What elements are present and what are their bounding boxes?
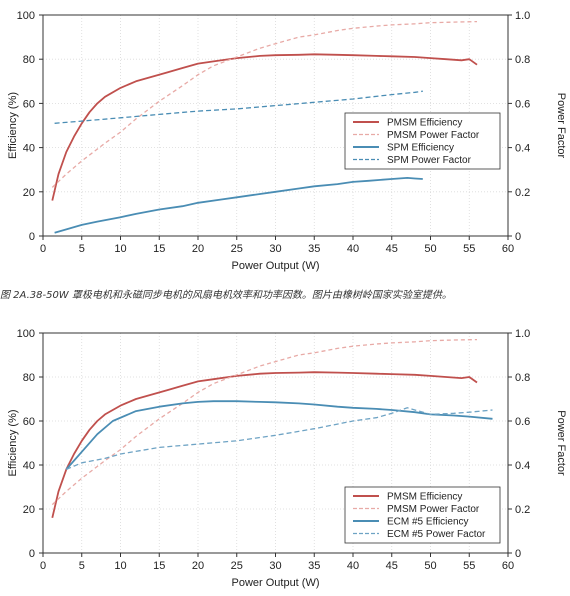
series-line-pmsm-efficiency xyxy=(51,53,478,201)
y-right-axis-label: Power Factor xyxy=(555,93,567,159)
y-tick-label: 60 xyxy=(23,416,35,428)
y-right-tick-label: 1.0 xyxy=(515,328,530,340)
x-tick-label: 0 xyxy=(40,560,46,572)
legend-label-pmsm-power-factor: PMSM Power Factor xyxy=(387,504,480,515)
y-axis-label: Efficiency (%) xyxy=(7,92,19,159)
x-tick-label: 60 xyxy=(502,560,514,572)
x-tick-label: 20 xyxy=(192,243,204,255)
y-right-tick-label: 0.4 xyxy=(515,143,530,155)
x-tick-label: 60 xyxy=(502,243,514,255)
x-tick-label: 5 xyxy=(79,243,85,255)
y-tick-label: 80 xyxy=(23,372,35,384)
x-tick-label: 10 xyxy=(114,243,126,255)
x-tick-label: 35 xyxy=(308,243,320,255)
x-tick-label: 45 xyxy=(386,243,398,255)
y-right-tick-label: 0 xyxy=(515,548,521,560)
y-tick-label: 20 xyxy=(23,187,35,199)
y-tick-label: 100 xyxy=(17,328,35,340)
series-line-pmsm-power-factor xyxy=(51,338,478,506)
y-right-axis-label: Power Factor xyxy=(555,410,567,476)
x-tick-label: 0 xyxy=(40,243,46,255)
series-line-spm-efficiency xyxy=(54,176,423,234)
legend-label-spm-efficiency: SPM Efficiency xyxy=(387,143,454,154)
x-tick-label: 30 xyxy=(269,560,281,572)
x-tick-label: 55 xyxy=(463,243,475,255)
y-right-tick-label: 0.6 xyxy=(515,416,530,428)
x-axis-label: Power Output (W) xyxy=(231,577,319,589)
x-tick-label: 50 xyxy=(424,560,436,572)
legend-label-pmsm-efficiency: PMSM Efficiency xyxy=(387,492,462,503)
series-line-spm-power-factor xyxy=(54,90,423,124)
x-tick-label: 25 xyxy=(231,560,243,572)
figure-caption: 图 2A.38-50W 罩极电机和永磁同步电机的风扇电机效率和功率因数。图片由橡… xyxy=(0,290,452,301)
y-tick-label: 40 xyxy=(23,460,35,472)
y-tick-label: 0 xyxy=(29,548,35,560)
y-axis-label: Efficiency (%) xyxy=(7,409,19,476)
y-tick-label: 40 xyxy=(23,143,35,155)
y-right-tick-label: 0.6 xyxy=(515,98,530,110)
series-line-ecm-5-efficiency xyxy=(65,400,493,470)
x-tick-label: 40 xyxy=(347,243,359,255)
x-tick-label: 5 xyxy=(79,560,85,572)
series-line-ecm-5-power-factor xyxy=(66,407,493,470)
series-line-pmsm-power-factor xyxy=(51,20,478,188)
y-tick-label: 20 xyxy=(23,504,35,516)
y-right-tick-label: 0.2 xyxy=(515,504,530,516)
y-right-tick-label: 0.4 xyxy=(515,460,530,472)
x-tick-label: 30 xyxy=(269,243,281,255)
legend-label-pmsm-power-factor: PMSM Power Factor xyxy=(387,130,480,141)
x-tick-label: 45 xyxy=(386,560,398,572)
x-tick-label: 25 xyxy=(231,243,243,255)
x-tick-label: 15 xyxy=(153,560,165,572)
x-tick-label: 10 xyxy=(114,560,126,572)
y-tick-label: 80 xyxy=(23,54,35,66)
x-tick-label: 55 xyxy=(463,560,475,572)
y-tick-label: 60 xyxy=(23,98,35,110)
legend-label-pmsm-efficiency: PMSM Efficiency xyxy=(387,118,462,129)
x-tick-label: 40 xyxy=(347,560,359,572)
x-tick-label: 50 xyxy=(424,243,436,255)
legend-label-spm-power-factor: SPM Power Factor xyxy=(387,155,472,166)
y-right-tick-label: 0.8 xyxy=(515,54,530,66)
legend-label-ecm-5-efficiency: ECM #5 Efficiency xyxy=(387,517,469,528)
x-tick-label: 20 xyxy=(192,560,204,572)
chart-1: 0 5 10 15 20 25 30 35 40 45 50 55 6002040608010000.2… xyxy=(7,10,567,272)
legend-label-ecm-5-power-factor: ECM #5 Power Factor xyxy=(387,529,486,540)
y-right-tick-label: 1.0 xyxy=(515,10,530,22)
y-right-tick-label: 0 xyxy=(515,231,521,243)
y-tick-label: 100 xyxy=(17,10,35,22)
series-line-pmsm-efficiency xyxy=(51,371,478,519)
y-tick-label: 0 xyxy=(29,231,35,243)
y-right-tick-label: 0.2 xyxy=(515,187,530,199)
x-tick-label: 15 xyxy=(153,243,165,255)
x-tick-label: 35 xyxy=(308,560,320,572)
y-right-tick-label: 0.8 xyxy=(515,372,530,384)
x-axis-label: Power Output (W) xyxy=(231,260,319,272)
chart-2: 0 5 10 15 20 25 30 35 40 45 50 55 6002040608010000.2… xyxy=(7,328,567,589)
